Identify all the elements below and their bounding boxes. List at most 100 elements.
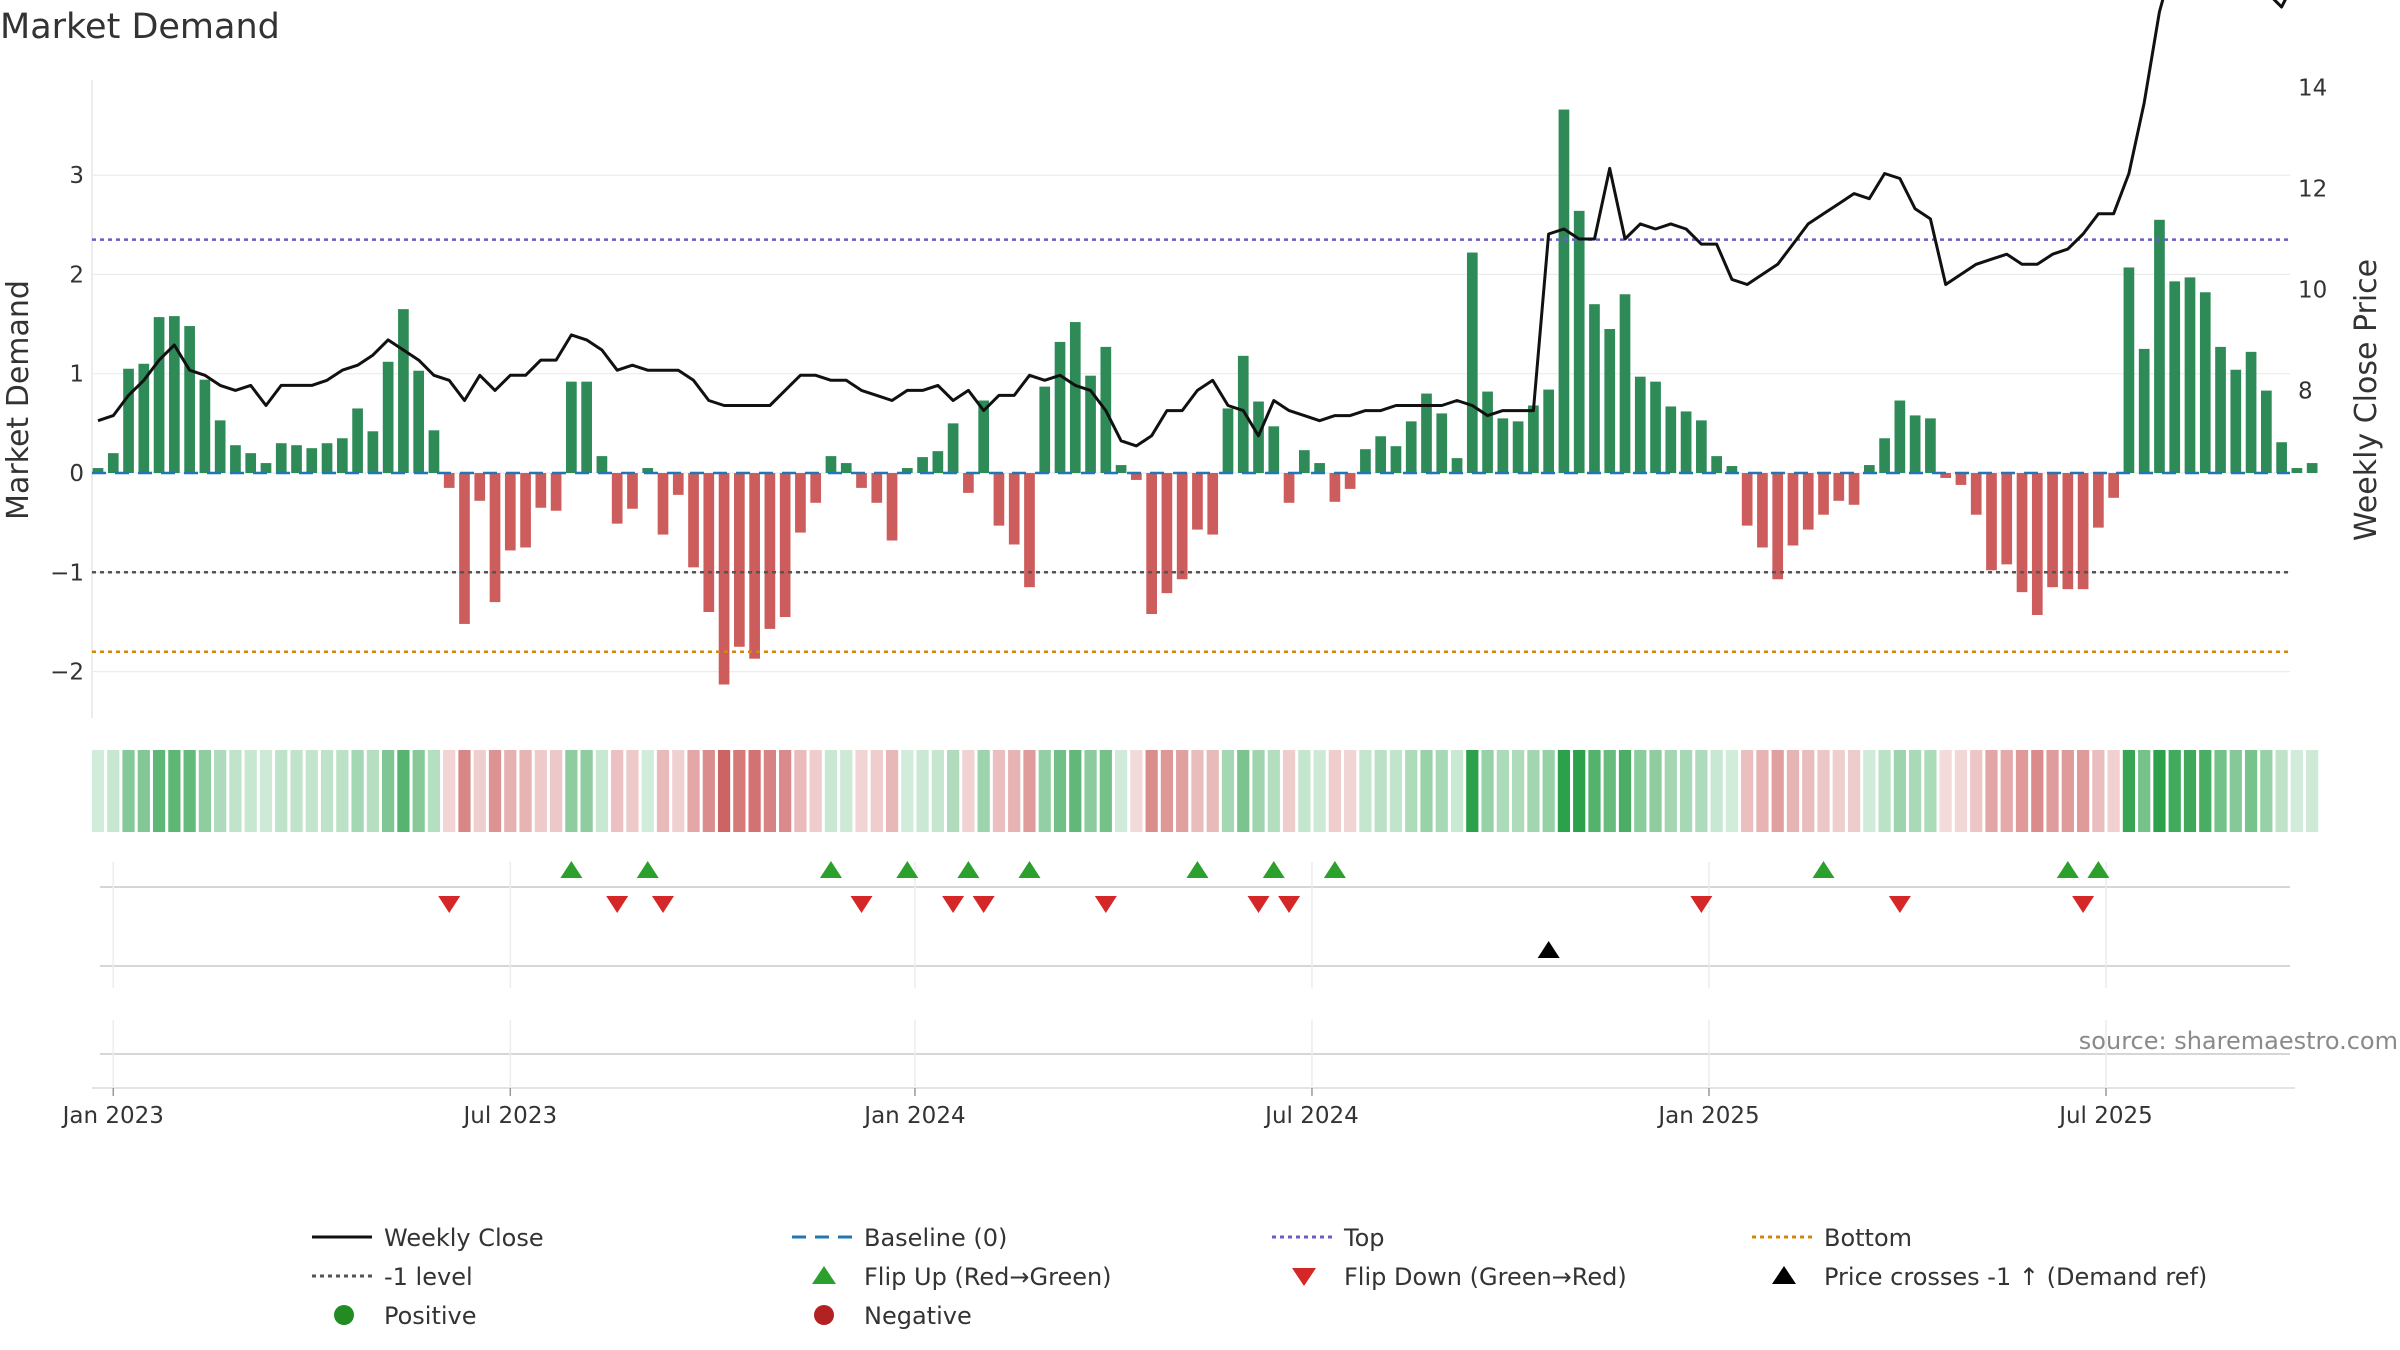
legend-label: Flip Up (Red→Green): [864, 1263, 1112, 1291]
demand-bar: [1894, 400, 1906, 473]
demand-bar: [581, 381, 592, 473]
y-tick-label: −2: [50, 660, 84, 686]
heat-cell: [1649, 750, 1662, 832]
heat-cell: [931, 750, 944, 832]
demand-bar: [1619, 294, 1631, 473]
heat-cell: [534, 750, 547, 832]
heat-cell: [290, 750, 303, 832]
demand-bar: [1024, 473, 1035, 588]
heat-cell: [2290, 750, 2303, 832]
demand-bar: [901, 468, 913, 473]
marker-panels: [92, 862, 2295, 1089]
demand-bar: [1863, 465, 1875, 473]
demand-bar: [1069, 322, 1081, 473]
heat-cell: [1542, 750, 1555, 832]
demand-bar: [1146, 473, 1157, 615]
demand-bar: [718, 473, 730, 685]
y-axis-ticks: −2 −1 0 1 2 3: [50, 163, 84, 686]
y2-axis-label: Weekly Close Price: [2349, 259, 2384, 541]
heat-cell: [672, 750, 685, 832]
heat-cell: [1679, 750, 1693, 832]
heat-cell: [1985, 750, 1998, 832]
demand-bar: [1543, 389, 1554, 473]
demand-bar: [749, 473, 760, 659]
y-tick-label: 0: [69, 461, 84, 487]
heat-cell: [214, 750, 227, 832]
demand-bar: [1344, 473, 1356, 489]
heat-cell: [1481, 750, 1494, 832]
heat-cell: [1771, 750, 1784, 832]
demand-bar: [199, 379, 211, 473]
x-axis-ticks: Jan 2023 Jul 2023 Jan 2024 Jul 2024 Jan 2025…: [61, 1088, 2153, 1129]
heat-cell: [794, 750, 807, 832]
flip-down-marker: [850, 896, 873, 913]
demand-bar: [1573, 210, 1585, 473]
heat-cell: [962, 750, 975, 832]
demand-bar: [963, 473, 974, 493]
heat-cell: [1114, 750, 1128, 832]
demand-bar: [550, 473, 562, 511]
heat-cell: [870, 750, 883, 832]
legend-swatch: [1292, 1268, 1316, 1286]
heat-cell: [1527, 750, 1540, 832]
demand-bar: [2062, 473, 2074, 590]
demand-bar: [107, 453, 119, 473]
demand-bar: [2291, 468, 2303, 473]
heat-cell: [122, 750, 135, 832]
demand-bar: [336, 438, 348, 473]
heat-cell: [183, 750, 196, 832]
heat-cell: [748, 750, 761, 832]
demand-bar: [856, 473, 867, 488]
demand-bar: [566, 381, 577, 473]
legend-swatch: [814, 1305, 834, 1325]
heat-cell: [717, 750, 731, 832]
legend: Weekly Close Baseline (0) Top Bottom -1 leve…: [312, 1224, 2207, 1330]
flip-up-marker: [1186, 861, 1209, 878]
heat-cell: [1909, 750, 1922, 832]
heat-cell: [504, 750, 517, 832]
heat-cell: [320, 750, 334, 832]
price-cross-marker: [1537, 941, 1560, 958]
heat-cell: [1008, 750, 1021, 832]
heat-cell: [1313, 750, 1326, 832]
heat-cell: [1389, 750, 1403, 832]
flip-down-marker: [1888, 896, 1911, 913]
heat-cell: [1725, 750, 1738, 832]
demand-bar: [1909, 415, 1921, 473]
flip-down-marker: [2072, 896, 2095, 913]
y-tick-label: 3: [69, 163, 84, 189]
demand-bar: [352, 408, 363, 473]
heat-cell: [1328, 750, 1341, 832]
heat-cell: [259, 750, 273, 832]
demand-bar: [840, 463, 852, 473]
demand-bar: [1955, 473, 1967, 485]
heat-cell: [1191, 750, 1204, 832]
demand-bar: [138, 363, 150, 473]
heat-cell: [1756, 750, 1769, 832]
heat-cell: [2244, 750, 2258, 832]
heat-cell: [1817, 750, 1830, 832]
demand-bar: [184, 326, 195, 473]
demand-bar: [1512, 421, 1524, 473]
demand-bar: [764, 473, 776, 629]
heat-cell: [580, 750, 593, 832]
heat-cell: [611, 750, 624, 832]
flip-down-marker: [942, 896, 965, 913]
demand-bar: [825, 456, 837, 473]
heat-cell: [977, 750, 990, 832]
legend-label: Weekly Close: [384, 1224, 544, 1252]
flip-up-marker: [2056, 861, 2079, 878]
heat-cell: [641, 750, 654, 832]
demand-bar: [1131, 473, 1142, 480]
demand-bar: [520, 473, 531, 548]
demand-bar: [1726, 466, 1738, 473]
weekly-close-layer: [97, 0, 2287, 448]
demand-bar: [504, 473, 516, 551]
flip-up-marker: [2087, 861, 2110, 878]
heat-cell: [1435, 750, 1448, 832]
demand-bar: [932, 451, 944, 473]
heat-cell: [2092, 750, 2105, 832]
heat-cell: [2107, 750, 2120, 832]
demand-bar: [1329, 473, 1341, 502]
flip-up-marker: [560, 861, 583, 878]
